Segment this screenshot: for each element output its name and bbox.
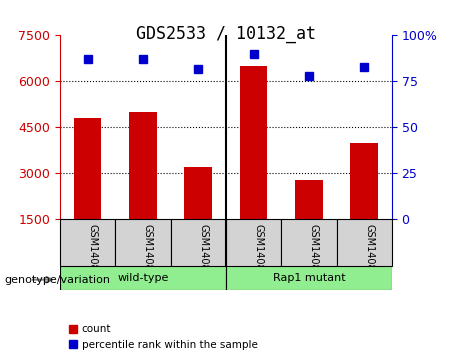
Text: wild-type: wild-type [117, 273, 169, 283]
FancyBboxPatch shape [281, 219, 337, 266]
Bar [295, 179, 323, 219]
Text: GSM140809: GSM140809 [198, 224, 208, 283]
FancyBboxPatch shape [60, 219, 115, 266]
Text: GSM140808: GSM140808 [143, 224, 153, 283]
Bar [240, 66, 267, 219]
FancyBboxPatch shape [226, 266, 392, 290]
FancyBboxPatch shape [226, 219, 281, 266]
Legend: count, percentile rank within the sample: count, percentile rank within the sample [65, 320, 262, 354]
Text: GSM140812: GSM140812 [364, 224, 374, 283]
FancyBboxPatch shape [171, 219, 226, 266]
Bar [184, 167, 212, 219]
Bar [350, 143, 378, 219]
Text: GDS2533 / 10132_at: GDS2533 / 10132_at [136, 25, 316, 43]
FancyBboxPatch shape [60, 266, 226, 290]
Bar [129, 112, 157, 219]
Text: GSM140810: GSM140810 [254, 224, 264, 283]
Text: genotype/variation: genotype/variation [5, 275, 111, 285]
Bar [74, 118, 101, 219]
FancyBboxPatch shape [115, 219, 171, 266]
Text: GSM140805: GSM140805 [88, 224, 98, 283]
Text: Rap1 mutant: Rap1 mutant [272, 273, 345, 283]
Text: GSM140811: GSM140811 [309, 224, 319, 283]
FancyBboxPatch shape [337, 219, 392, 266]
